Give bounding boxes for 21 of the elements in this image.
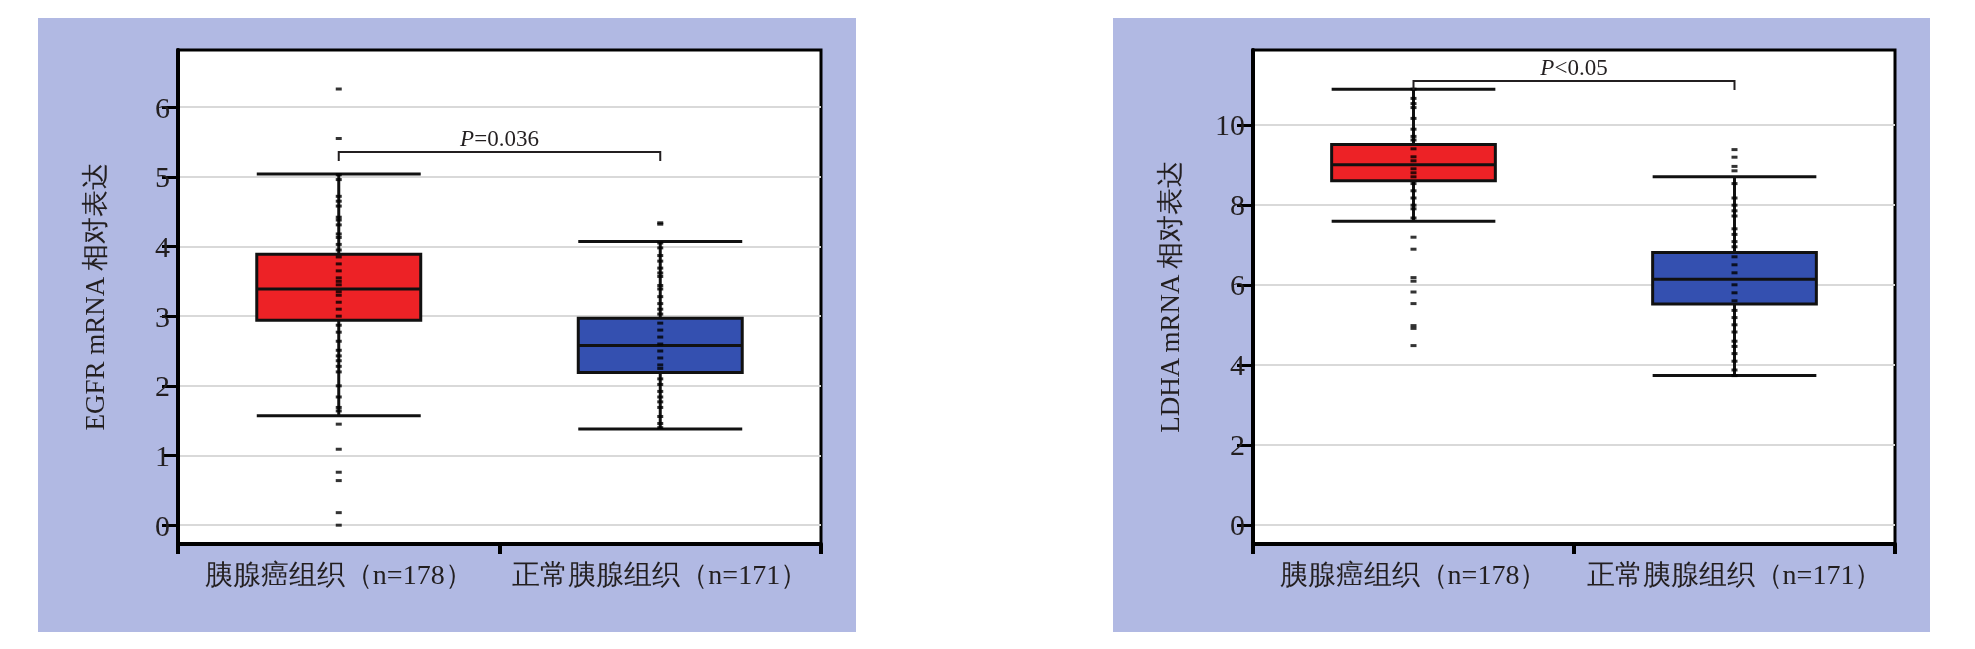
y-tick-label: 8 bbox=[1230, 188, 1245, 222]
y-axis-title: EGFR mRNA 相对表达 bbox=[79, 163, 110, 431]
y-axis-title: LDHA mRNA 相对表达 bbox=[1154, 161, 1185, 433]
y-tick-label: 0 bbox=[155, 508, 170, 542]
y-tick-label: 5 bbox=[155, 160, 170, 194]
y-tick-label: 0 bbox=[1230, 508, 1245, 542]
y-tick-label: 6 bbox=[155, 90, 170, 124]
x-tick-label: 正常胰腺组织（n=171） bbox=[512, 558, 809, 590]
y-tick-label: 1 bbox=[155, 439, 170, 473]
y-tick-label: 6 bbox=[1230, 268, 1245, 302]
y-tick-label: 10 bbox=[1215, 108, 1245, 142]
y-tick-label: 4 bbox=[1230, 348, 1245, 382]
annotation: P=0.036 bbox=[459, 126, 539, 152]
x-tick-label: 胰腺癌组织（n=178） bbox=[1279, 558, 1548, 590]
x-tick-label: 胰腺癌组织（n=178） bbox=[204, 558, 473, 590]
y-tick-label: 2 bbox=[155, 369, 170, 403]
x-tick-label: 正常胰腺组织（n=171） bbox=[1586, 558, 1883, 590]
y-tick-label: 3 bbox=[155, 299, 170, 333]
annotation: P<0.05 bbox=[1539, 55, 1608, 80]
y-tick-label: 4 bbox=[155, 229, 170, 263]
y-tick-label: 2 bbox=[1230, 428, 1245, 462]
